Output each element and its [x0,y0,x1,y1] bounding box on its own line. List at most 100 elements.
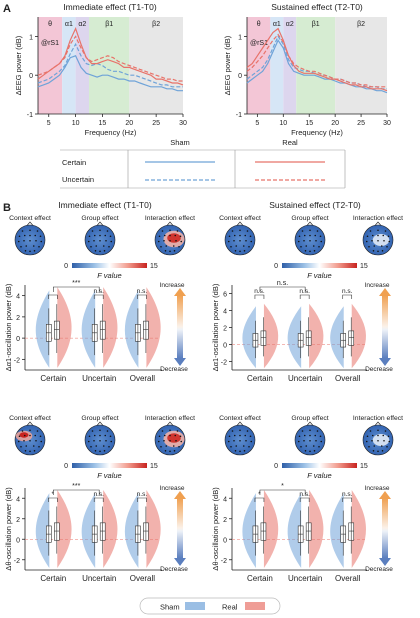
band-rect [270,17,284,114]
electrode-dot [305,245,308,247]
gradient-arrow [177,498,183,558]
violin-category-label: Certain [247,574,273,583]
electrode-dot [87,240,90,243]
electrode-dot [174,434,177,437]
electrode-dot [239,239,241,242]
topo-title: Context effect [9,215,51,222]
y-tick-label: 0 [238,73,242,80]
topo-nose [306,221,314,226]
electrode-dot [104,434,107,437]
electrode-dot [313,250,316,252]
electrode-dot [377,450,379,453]
colorbar [282,463,357,468]
electrode-dot [230,245,232,248]
violin-y-tick-label: -2 [14,357,20,364]
electrode-dot [17,240,20,243]
colorbar-max: 15 [360,463,368,470]
x-axis-label: Frequency (Hz) [291,128,343,137]
electrode-dot [157,440,160,443]
electrode-dot [99,450,101,453]
violin-real [103,490,118,568]
electrode-dot [20,445,22,448]
band-label: β1 [312,21,320,28]
electrode-dot [303,234,306,237]
electrode-dot [180,440,183,443]
electrode-dot [300,445,302,448]
colorbar-min: 0 [64,463,68,470]
electrode-dot [32,245,35,247]
electrode-dot [227,440,230,443]
violin-category-label: Overall [130,374,156,383]
electrode-dot [105,239,107,242]
electrode-dot [309,250,311,253]
electrode-dot [313,450,316,452]
violin-sham [330,493,344,568]
electrode-dot [368,445,370,448]
electrode-dot [377,229,379,232]
band-label: β2 [152,21,160,28]
electrode-dot [99,250,101,253]
electrode-dot [239,250,241,253]
electrode-dot [309,239,311,242]
electrode-dot [99,234,101,237]
violin-category-label: Uncertain [288,374,322,383]
band-label: β2 [357,21,365,28]
electrode-dot [102,445,105,447]
violin-y-tick-label: 2 [16,517,20,524]
topo-hot [372,234,390,246]
electrode-dot [21,430,24,432]
violin-real [57,287,72,368]
electrode-dot [39,435,42,438]
electrode-dot [297,440,300,443]
electrode-dot [163,239,165,242]
colorbar-label: F value [307,271,331,280]
violin-y-tick-label: 0 [223,537,227,544]
sig-label: n.s. [93,288,104,295]
arrow-head-up [174,288,186,296]
sig-label-wide: *** [72,280,80,287]
sig-label: n.s. [342,491,353,498]
violin-real [351,490,366,568]
panel-b-letter: B [3,202,11,214]
arrow-head-up [174,491,186,499]
electrode-dot [309,234,311,237]
topo-title: Group effect [291,415,328,422]
electrode-dot [380,445,383,447]
violin-sham [242,493,256,568]
electrode-dot [377,439,379,442]
electrode-dot [172,445,175,447]
violin-real [309,303,324,369]
sig-bracket [48,497,58,502]
electrode-dot [21,230,24,232]
electrode-dot [233,434,236,437]
electrode-dot [239,229,241,232]
x-tick-label: 10 [72,120,80,127]
electrode-dot [319,435,322,438]
violin-sham [81,290,96,368]
arrow-label-decrease: Decrease [160,366,188,373]
arrow-head-down [174,358,186,366]
electrode-dot [365,440,368,443]
electrode-dot [239,439,241,442]
electrode-dot [249,235,252,238]
electrode-dot [108,245,110,248]
electrode-dot [178,445,180,448]
line-chart-title: Sustained effect (T2-T0) [271,2,363,12]
electrode-dot [250,440,253,443]
electrode-dot [33,450,36,452]
arrow-label-decrease: Decrease [160,566,188,573]
electrode-dot [246,430,249,432]
electrode-dot [174,234,177,237]
electrode-dot [36,430,39,432]
arrow-head-down [379,358,391,366]
electrode-dot [230,445,232,448]
electrode-dot [163,439,165,442]
violin-real [57,490,72,568]
electrode-dot [386,445,388,448]
electrode-dot [33,250,36,252]
electrode-dot [169,429,171,432]
site-label: @rS1 [250,40,268,47]
violin-sham [35,290,50,368]
x-axis-label: Frequency (Hz) [85,128,137,137]
electrode-dot [234,450,237,452]
